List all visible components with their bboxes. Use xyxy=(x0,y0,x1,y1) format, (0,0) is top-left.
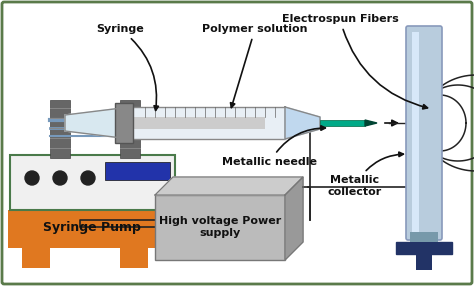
Circle shape xyxy=(25,171,39,185)
FancyBboxPatch shape xyxy=(130,107,285,139)
Text: Electrospun Fibers: Electrospun Fibers xyxy=(282,14,428,109)
FancyBboxPatch shape xyxy=(22,248,50,268)
FancyBboxPatch shape xyxy=(10,155,175,210)
Text: Metallic
collector: Metallic collector xyxy=(328,152,403,197)
FancyBboxPatch shape xyxy=(2,2,472,284)
FancyBboxPatch shape xyxy=(416,254,432,270)
Text: Polymer solution: Polymer solution xyxy=(202,24,308,108)
FancyBboxPatch shape xyxy=(155,195,285,260)
FancyBboxPatch shape xyxy=(120,248,148,268)
Polygon shape xyxy=(285,107,320,139)
FancyBboxPatch shape xyxy=(410,232,438,242)
Text: Syringe: Syringe xyxy=(96,24,158,110)
FancyBboxPatch shape xyxy=(320,120,365,126)
Circle shape xyxy=(53,171,67,185)
Polygon shape xyxy=(365,120,377,126)
Text: Syringe Pump: Syringe Pump xyxy=(43,221,141,235)
FancyBboxPatch shape xyxy=(115,103,133,143)
Text: High voltage Power
supply: High voltage Power supply xyxy=(159,216,281,238)
Polygon shape xyxy=(155,177,303,195)
FancyBboxPatch shape xyxy=(50,100,70,158)
Polygon shape xyxy=(65,107,130,139)
FancyBboxPatch shape xyxy=(406,26,442,240)
FancyBboxPatch shape xyxy=(120,100,140,158)
Polygon shape xyxy=(285,177,303,260)
FancyBboxPatch shape xyxy=(396,242,452,254)
FancyBboxPatch shape xyxy=(412,32,419,234)
FancyBboxPatch shape xyxy=(130,117,265,129)
Text: Metallic needle: Metallic needle xyxy=(222,126,325,167)
FancyBboxPatch shape xyxy=(105,162,170,180)
FancyBboxPatch shape xyxy=(8,210,177,248)
Circle shape xyxy=(81,171,95,185)
